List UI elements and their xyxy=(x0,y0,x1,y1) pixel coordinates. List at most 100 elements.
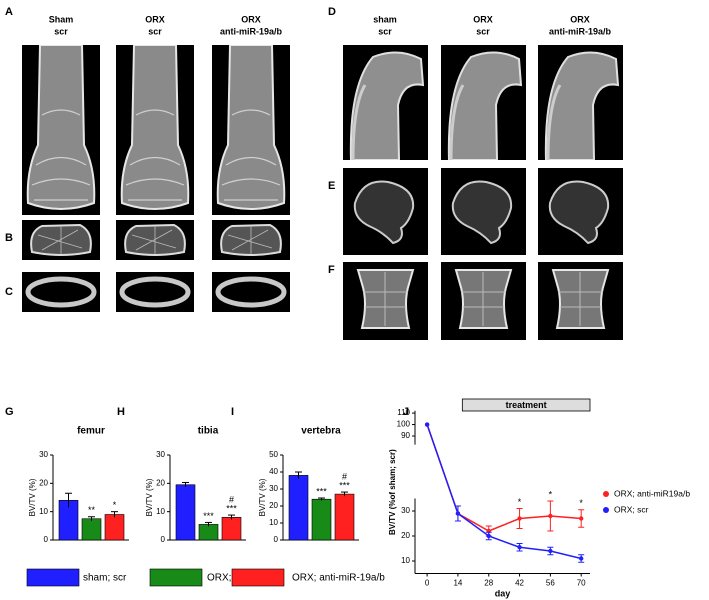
femur-cortex xyxy=(22,272,100,312)
y-tick-label: 30 xyxy=(401,506,410,515)
legend-label: ORX; scr xyxy=(614,504,649,514)
legend-label: ORX; scr xyxy=(207,573,248,584)
column-heading: ORX xyxy=(145,14,165,24)
tibia-image xyxy=(538,45,623,160)
legend-swatch xyxy=(26,568,80,587)
column-heading: sham xyxy=(373,14,397,24)
significance-label: *** xyxy=(339,480,350,490)
significance-label: * xyxy=(518,497,522,507)
micro-ct-images xyxy=(22,45,623,340)
column-heading: scr xyxy=(378,26,392,36)
y-tick-label: 50 xyxy=(269,450,278,459)
point xyxy=(578,516,584,521)
y-tick-label: 0 xyxy=(44,535,49,544)
y-tick-label: 10 xyxy=(156,507,165,516)
x-tick-label: 14 xyxy=(453,579,462,588)
bar xyxy=(221,517,242,541)
series-line xyxy=(426,424,582,532)
point xyxy=(517,545,522,550)
column-heading: ORX xyxy=(241,14,261,24)
y-tick-label: 30 xyxy=(39,450,48,459)
significance-label: # xyxy=(229,494,234,504)
x-axis-label: day xyxy=(495,588,511,598)
significance-label: *** xyxy=(226,503,237,513)
column-heading: scr xyxy=(476,26,490,36)
bar xyxy=(334,493,355,541)
vertebra-image xyxy=(343,262,428,340)
y-axis-label: BV/TV (%) xyxy=(145,478,154,516)
tibia-section xyxy=(538,168,623,255)
x-tick-label: 56 xyxy=(546,579,555,588)
femur-cortex xyxy=(212,272,290,312)
bar xyxy=(288,475,309,541)
legend-marker xyxy=(603,507,609,513)
column-heading: ORX xyxy=(473,14,493,24)
significance-label: ** xyxy=(88,505,96,515)
femur-section xyxy=(22,220,100,260)
y-tick-label: 20 xyxy=(39,478,48,487)
femur-section xyxy=(212,220,290,260)
y-tick-label: 0 xyxy=(161,535,166,544)
x-tick-label: 42 xyxy=(515,579,524,588)
y-axis-label: BV/TV (%of sham; scr) xyxy=(388,449,397,535)
panel-letter: F xyxy=(328,264,335,276)
legend-marker xyxy=(603,491,609,497)
femur-cortex xyxy=(116,272,194,312)
point xyxy=(548,548,553,554)
tibia-section xyxy=(343,168,428,255)
y-axis-label: BV/TV (%) xyxy=(258,478,267,516)
chart-title: tibia xyxy=(198,426,219,437)
y-tick-label: 10 xyxy=(269,518,278,527)
x-tick-label: 70 xyxy=(577,579,586,588)
bar xyxy=(104,514,125,541)
vertebra-image xyxy=(538,262,623,340)
bar xyxy=(175,484,196,541)
y-tick-label: 90 xyxy=(401,431,410,440)
y-tick-label: 20 xyxy=(401,531,410,540)
significance-label: * xyxy=(549,489,553,499)
y-axis-label: BV/TV (%) xyxy=(28,478,37,516)
legend-swatch xyxy=(149,568,203,587)
legend-label: ORX; anti-miR-19a/b xyxy=(292,573,385,584)
significance-label: # xyxy=(342,471,347,481)
legend-swatch xyxy=(231,568,285,587)
y-tick-label: 30 xyxy=(156,450,165,459)
point xyxy=(578,556,584,561)
vertebra-image xyxy=(441,262,526,340)
significance-label: * xyxy=(579,498,583,508)
series-line xyxy=(426,424,582,560)
panel-letter: C xyxy=(5,286,13,298)
legend-label: sham; scr xyxy=(83,573,127,584)
chart-title: femur xyxy=(77,426,105,437)
bar xyxy=(198,524,219,541)
y-tick-label: 20 xyxy=(156,478,165,487)
femur-section xyxy=(116,220,194,260)
point xyxy=(424,422,430,427)
significance-label: *** xyxy=(203,511,214,521)
panel-letter: G xyxy=(5,406,14,418)
treatment-box xyxy=(461,398,591,412)
panel-letter: D xyxy=(328,6,336,18)
panel-letter: B xyxy=(5,232,13,244)
column-heading: scr xyxy=(54,26,68,36)
panel-letter: H xyxy=(117,406,125,418)
x-tick-label: 0 xyxy=(425,579,430,588)
column-heading: Sham xyxy=(49,14,74,24)
panel-letter: E xyxy=(328,180,335,192)
point xyxy=(517,516,522,521)
bar xyxy=(311,498,332,541)
panel-letter: J xyxy=(403,406,409,418)
femur-image xyxy=(212,45,290,215)
panel-letter: I xyxy=(231,406,234,418)
tibia-image xyxy=(441,45,526,160)
significance-label: *** xyxy=(316,486,327,496)
legend-label: ORX; anti-miR19a/b xyxy=(614,488,690,498)
bar xyxy=(81,518,102,541)
x-tick-label: 28 xyxy=(484,579,493,588)
y-tick-label: 30 xyxy=(269,484,278,493)
column-heading: ORX xyxy=(570,14,590,24)
panel-letter: A xyxy=(5,6,13,18)
femur-image xyxy=(22,45,100,215)
y-tick-label: 20 xyxy=(269,501,278,510)
